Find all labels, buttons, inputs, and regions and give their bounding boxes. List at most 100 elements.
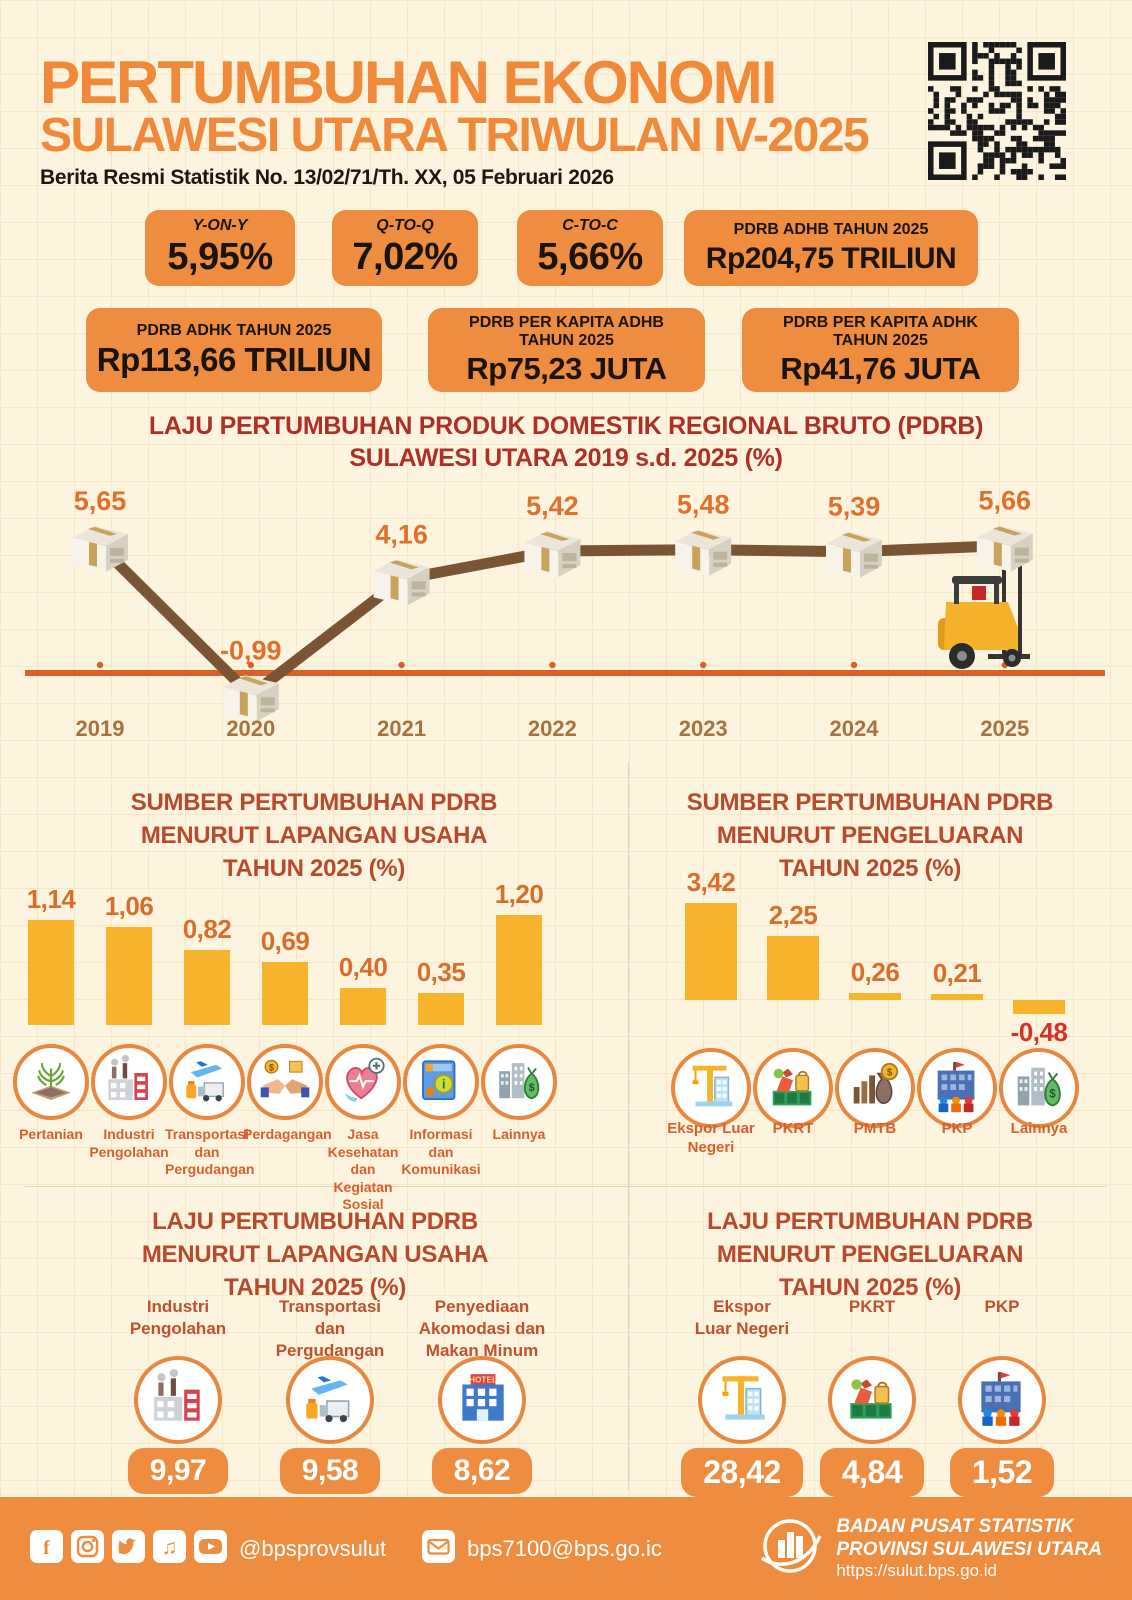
category-icon-cell bbox=[168, 1042, 246, 1122]
mail-icon bbox=[422, 1529, 456, 1563]
stat-box: PDRB ADHB TAHUN 2025 Rp204,75 TRILIUN bbox=[684, 210, 978, 286]
stat-box-label: PDRB PER KAPITA ADHB TAHUN 2025 bbox=[469, 313, 664, 349]
org-url[interactable]: https://sulut.bps.go.id bbox=[836, 1561, 997, 1581]
svg-text:HOTEL: HOTEL bbox=[469, 1375, 497, 1384]
category-icon-circle: $ bbox=[247, 1044, 323, 1120]
line-data-label: 5,66 bbox=[979, 486, 1032, 516]
category-icon-cell bbox=[752, 1046, 834, 1130]
category-label: Pertanian bbox=[19, 1126, 83, 1142]
right-bar-chart-icons: $ $ bbox=[670, 1046, 1080, 1128]
svg-text:i: i bbox=[442, 1077, 446, 1091]
category-label: Transportasi dan Pergudangan bbox=[165, 1126, 255, 1177]
bar-value-label: 0,40 bbox=[338, 952, 388, 983]
social-handle[interactable]: @bpsprovsulut bbox=[239, 1535, 387, 1561]
category-icon-cell bbox=[90, 1042, 168, 1122]
axis-tick-dot bbox=[96, 661, 104, 669]
stat-box: PDRB PER KAPITA ADHK TAHUN 2025 Rp41,76 J… bbox=[742, 308, 1019, 392]
crane-icon bbox=[722, 1376, 765, 1420]
growth-item-value-wrap: 8,62 bbox=[392, 1448, 572, 1494]
factory-icon bbox=[108, 1055, 148, 1100]
growth-item-value-wrap: 1,52 bbox=[912, 1448, 1092, 1497]
category-icon-circle bbox=[91, 1044, 167, 1120]
bar-cell: 1,06 bbox=[90, 870, 168, 1025]
growth-item-icon-circle bbox=[286, 1356, 374, 1444]
growth-item-value: 1,52 bbox=[949, 1448, 1055, 1497]
category-icon-circle bbox=[671, 1048, 751, 1128]
line-data-label: -0,99 bbox=[220, 635, 282, 665]
category-label: Ekspor Luar Negeri bbox=[667, 1120, 755, 1156]
right-bar-chart-title: SUMBER PERTUMBUHAN PDRB MENURUT PENGELUA… bbox=[686, 789, 1054, 883]
category-label: PKP bbox=[941, 1120, 973, 1137]
twitter-icon[interactable] bbox=[112, 1529, 145, 1568]
category-icon-cell bbox=[324, 1042, 402, 1122]
footer-bar: f ♫ @bpsprovsulut bps7100@bps.go.ic BADAN… bbox=[0, 1497, 1132, 1600]
bar-value-label: 1,06 bbox=[104, 891, 154, 922]
axis-tick-dot bbox=[247, 661, 254, 669]
year-label: 2023 bbox=[679, 716, 728, 741]
hotel-icon: HOTEL bbox=[462, 1374, 504, 1421]
category-icon-circle bbox=[753, 1048, 833, 1128]
bar-value-label: 0,82 bbox=[182, 913, 232, 944]
stat-box-value: Rp204,75 TRILIUN bbox=[705, 241, 957, 275]
category-icon-circle: $ bbox=[835, 1048, 915, 1128]
crane-icon bbox=[692, 1065, 733, 1107]
cardboard-box-icon bbox=[524, 531, 581, 578]
stat-box-value: Rp41,76 JUTA bbox=[780, 351, 981, 387]
bar-cell: 2,25 bbox=[752, 860, 834, 1048]
stat-box-value: 7,02% bbox=[352, 236, 458, 279]
bar-cell: 1,20 bbox=[480, 870, 558, 1025]
bps-logo bbox=[758, 1514, 822, 1583]
bar bbox=[340, 988, 386, 1025]
category-icon-circle: $ bbox=[999, 1048, 1079, 1128]
org-name-line2: PROVINSI SULAWESI UTARA bbox=[836, 1539, 1102, 1561]
stat-box-value: Rp75,23 JUTA bbox=[466, 351, 667, 387]
goods-icon bbox=[850, 1379, 892, 1419]
factory-icon bbox=[154, 1369, 200, 1421]
bottom-left-title: LAJU PERTUMBUHAN PDRB MENURUT LAPANGAN U… bbox=[141, 1208, 489, 1302]
category-icon-circle: $ bbox=[481, 1044, 557, 1120]
pdrb-line-chart: 5,65 2019 -0,99 2020 4,16 2021 bbox=[25, 486, 1105, 741]
growth-item-label: Penyediaan Akomodasi dan Makan Minum bbox=[418, 1297, 546, 1361]
horizontal-divider bbox=[25, 1186, 1107, 1187]
stat-box-value: 5,95% bbox=[167, 236, 273, 279]
year-label: 2021 bbox=[377, 716, 426, 741]
page-title-line1: PERTUMBUHAN EKONOMI bbox=[40, 49, 777, 116]
category-icon-cell: i bbox=[402, 1042, 480, 1122]
svg-text:♫: ♫ bbox=[162, 1536, 178, 1559]
instagram-icon[interactable] bbox=[71, 1529, 104, 1568]
category-label: Perdagangan bbox=[243, 1126, 332, 1142]
bar-cell: 1,14 bbox=[12, 870, 90, 1025]
category-icon-circle bbox=[325, 1044, 401, 1120]
facebook-icon[interactable]: f bbox=[30, 1529, 63, 1568]
line-data-label: 5,65 bbox=[74, 486, 127, 516]
goods-icon bbox=[772, 1068, 812, 1106]
government-icon bbox=[981, 1372, 1021, 1426]
bar bbox=[931, 994, 983, 1000]
category-label: Informasi dan Komunikasi bbox=[401, 1126, 481, 1177]
bar bbox=[184, 949, 230, 1025]
bar bbox=[28, 920, 74, 1025]
left-bar-chart: 1,14 1,06 0,82 0,69 0,40 0,35 1,20 bbox=[12, 870, 558, 1025]
stat-box: Y-ON-Y 5,95% bbox=[145, 210, 295, 286]
growth-item-value: 4,84 bbox=[819, 1448, 925, 1497]
youtube-icon[interactable] bbox=[194, 1529, 227, 1568]
cardboard-box-icon bbox=[675, 529, 732, 576]
growth-item-value: 8,62 bbox=[431, 1448, 533, 1494]
social-icons-row: f ♫ bbox=[30, 1529, 227, 1568]
category-icon-cell: $ bbox=[480, 1042, 558, 1122]
infocom-icon: i bbox=[422, 1060, 456, 1100]
investment-icon: $ bbox=[853, 1062, 899, 1105]
left-bar-chart-icons: $ i $ bbox=[12, 1042, 558, 1120]
bar-cell: 0,35 bbox=[402, 870, 480, 1025]
stat-box: PDRB PER KAPITA ADHB TAHUN 2025 Rp75,23 J… bbox=[428, 308, 705, 392]
health-icon bbox=[345, 1057, 385, 1102]
category-icon-cell: $ bbox=[998, 1046, 1080, 1130]
bar-cell: 3,42 bbox=[670, 860, 752, 1048]
email-address[interactable]: bps7100@bps.go.ic bbox=[467, 1535, 662, 1561]
tiktok-icon[interactable]: ♫ bbox=[153, 1529, 186, 1568]
growth-item-label: PKP bbox=[984, 1297, 1020, 1316]
stat-box-label: PDRB PER KAPITA ADHK TAHUN 2025 bbox=[783, 313, 978, 349]
category-icon-cell bbox=[670, 1046, 752, 1130]
city-money-icon: $ bbox=[1017, 1067, 1061, 1107]
year-label: 2025 bbox=[980, 716, 1029, 741]
